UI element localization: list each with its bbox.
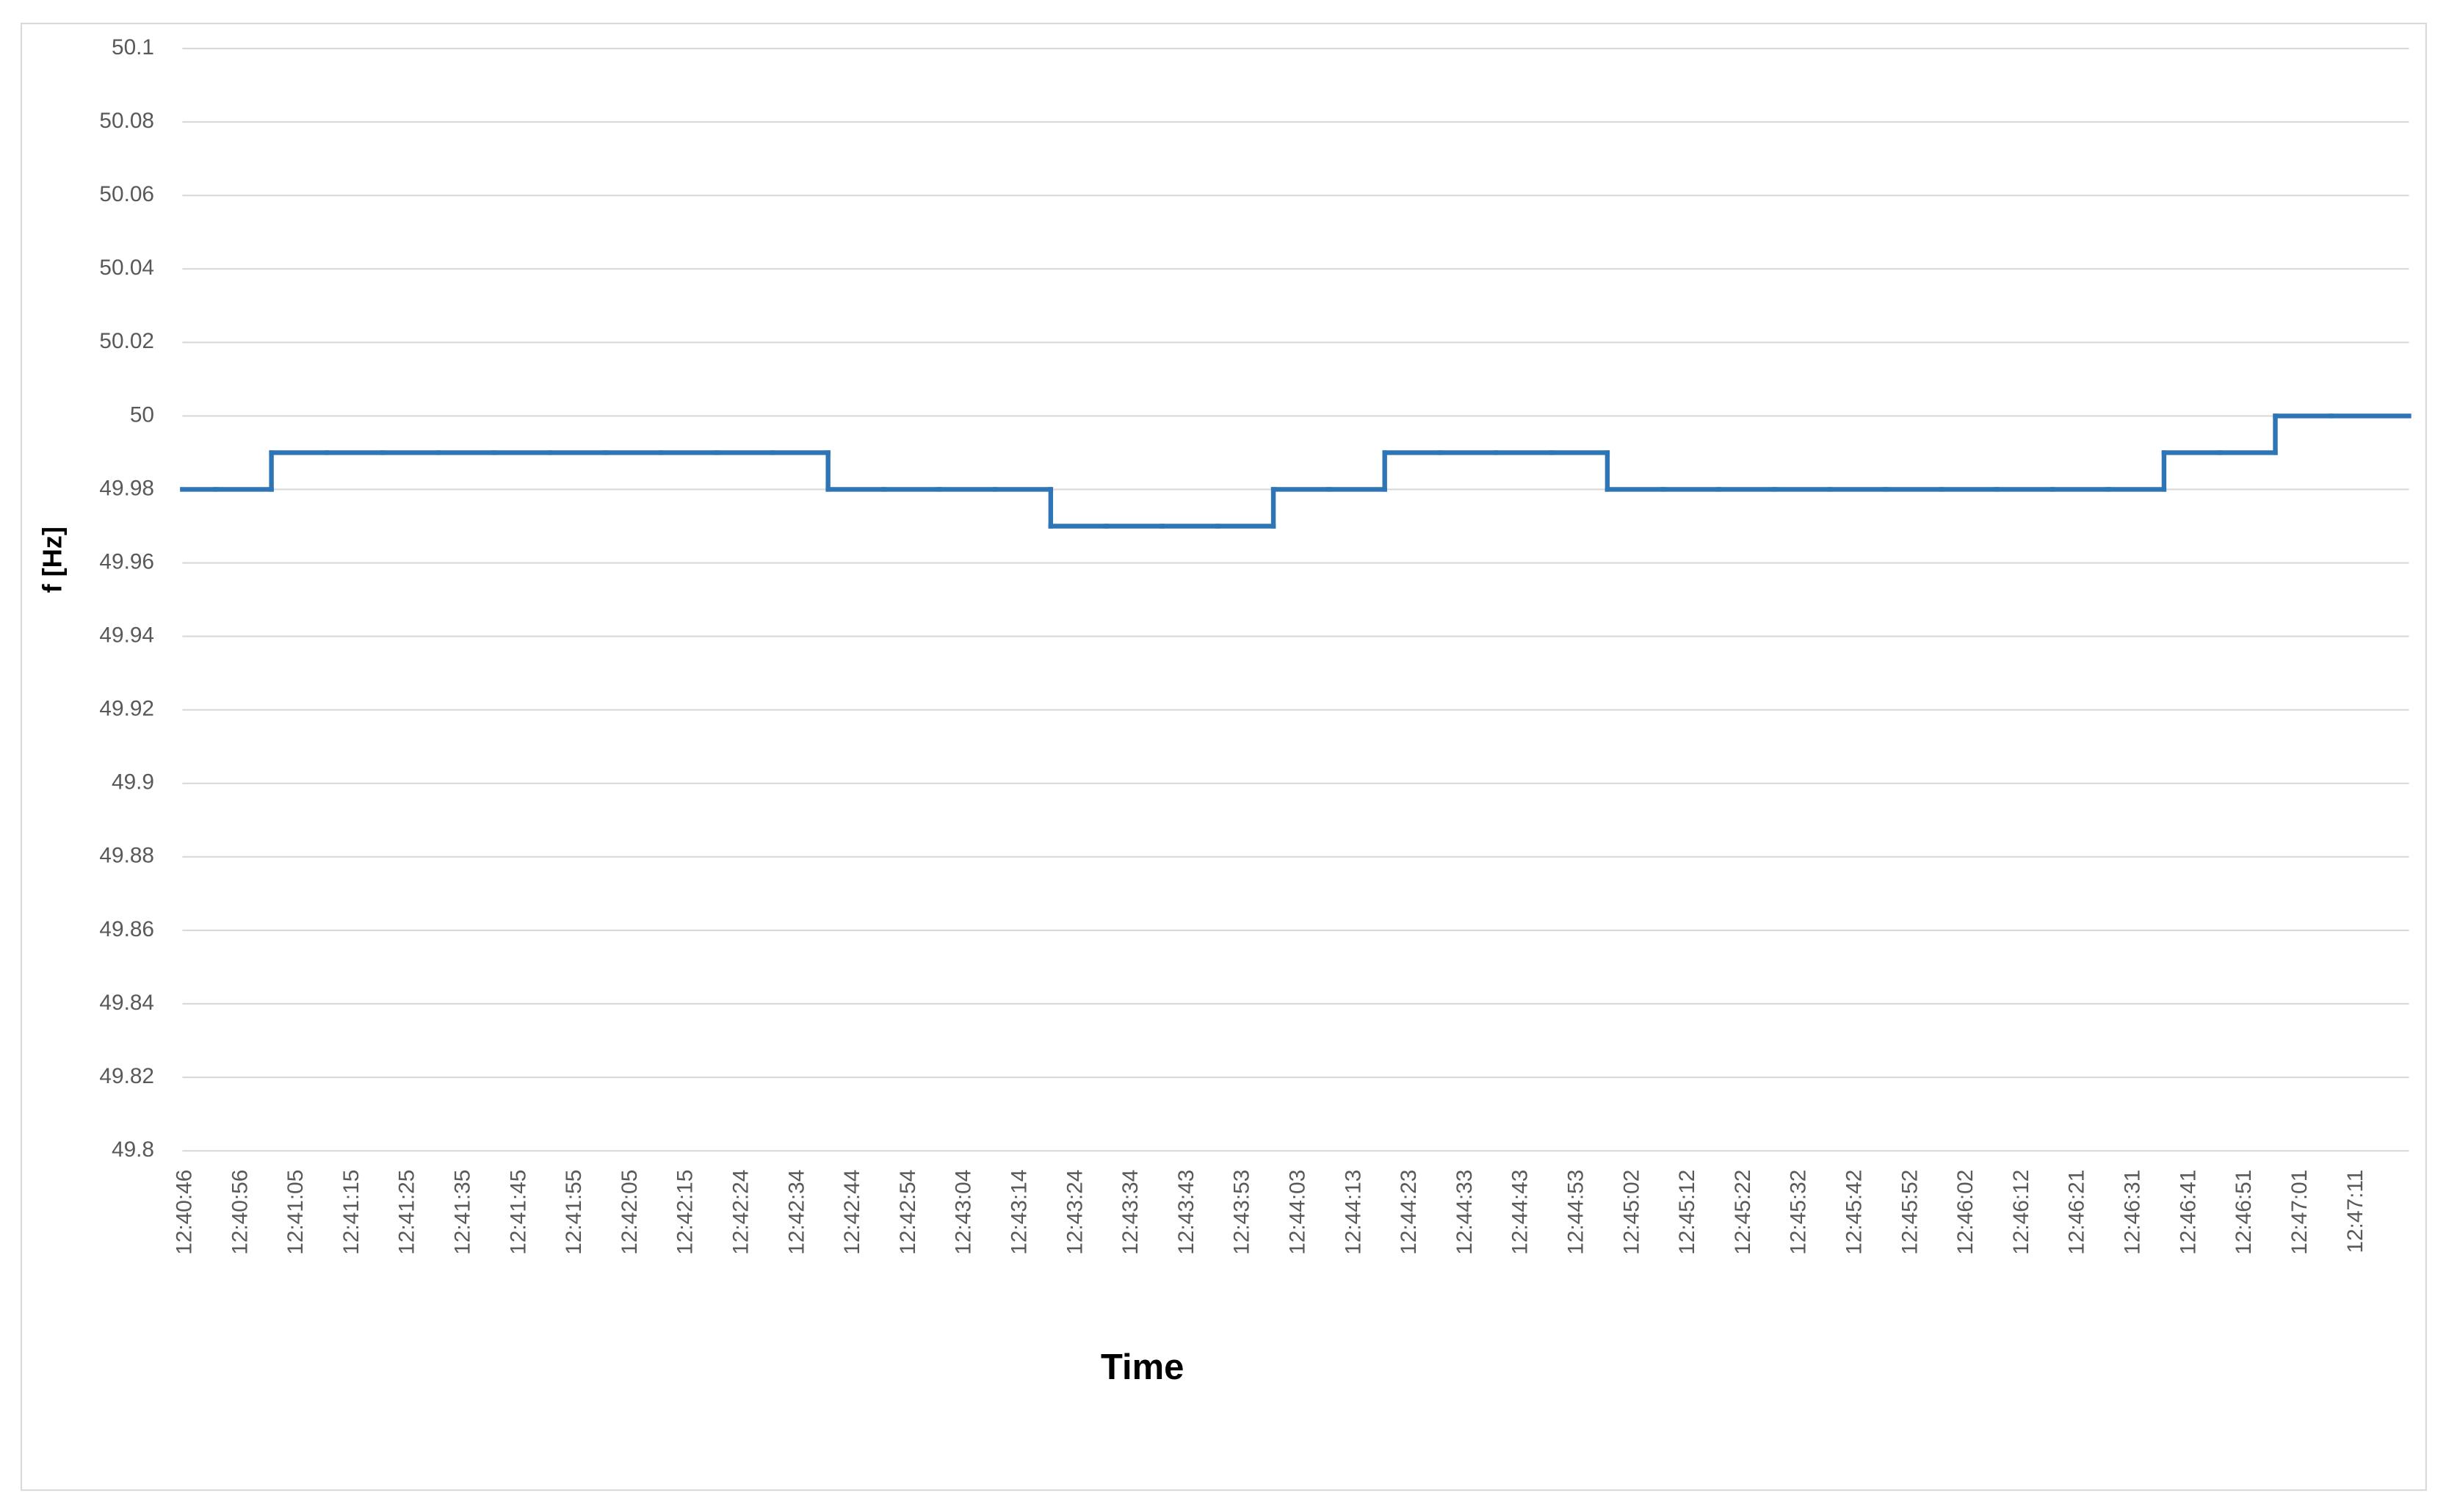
y-tick-label: 50.02	[99, 329, 154, 353]
y-tick-label: 49.82	[99, 1064, 154, 1088]
y-tick-label: 49.84	[99, 991, 154, 1015]
y-tick-label: 49.96	[99, 549, 154, 574]
y-tick-label: 49.88	[99, 844, 154, 868]
x-tick-label: 12:45:02	[1619, 1170, 1643, 1255]
y-tick-label: 50.1	[112, 35, 154, 59]
x-tick-label: 12:45:52	[1898, 1170, 1922, 1255]
y-tick-label: 49.94	[99, 623, 154, 647]
x-tick-label: 12:42:44	[840, 1170, 864, 1255]
x-tick-label: 12:42:05	[618, 1170, 642, 1255]
x-tick-label: 12:45:22	[1731, 1170, 1755, 1255]
x-tick-label: 12:40:46	[172, 1170, 196, 1255]
x-tick-label: 12:44:23	[1397, 1170, 1421, 1255]
y-tick-label: 50.06	[99, 182, 154, 206]
x-tick-label: 12:44:33	[1453, 1170, 1477, 1255]
x-tick-label: 12:43:04	[952, 1170, 976, 1255]
chart-border	[20, 22, 2427, 1491]
x-tick-label: 12:43:34	[1118, 1170, 1143, 1255]
y-tick-label: 49.92	[99, 697, 154, 721]
x-tick-label: 12:41:15	[339, 1170, 363, 1255]
y-tick-label: 49.8	[112, 1137, 154, 1162]
x-tick-label: 12:43:24	[1063, 1170, 1087, 1255]
x-tick-label: 12:46:51	[2232, 1170, 2256, 1255]
x-axis-title: Time	[1101, 1348, 1184, 1387]
plot-area	[180, 413, 2412, 529]
y-tick-label: 50.08	[99, 109, 154, 133]
x-tick-label: 12:43:53	[1230, 1170, 1254, 1255]
x-tick-label: 12:43:14	[1008, 1170, 1032, 1255]
x-tick-label: 12:46:31	[2121, 1170, 2145, 1255]
y-tick-label: 49.98	[99, 476, 154, 500]
x-tick-label: 12:45:32	[1787, 1170, 1811, 1255]
x-tick-label: 12:41:35	[450, 1170, 474, 1255]
x-tick-label: 12:44:13	[1341, 1170, 1365, 1255]
x-tick-label: 12:42:15	[673, 1170, 698, 1255]
y-tick-label: 49.9	[112, 770, 154, 795]
x-tick-label: 12:45:12	[1675, 1170, 1699, 1255]
y-tick-label: 49.86	[99, 917, 154, 941]
x-tick-label: 12:44:43	[1508, 1170, 1533, 1255]
y-tick-label: 50.04	[99, 256, 154, 280]
x-tick-label: 12:42:54	[896, 1170, 920, 1255]
x-tick-label: 12:40:56	[228, 1170, 252, 1255]
x-tick-label: 12:41:55	[562, 1170, 586, 1255]
x-tick-label: 12:47:01	[2287, 1170, 2312, 1255]
y-axis-title: f [Hz]	[37, 527, 67, 593]
x-tick-label: 12:47:11	[2343, 1170, 2367, 1254]
x-tick-label: 12:43:43	[1174, 1170, 1198, 1255]
x-tick-label: 12:46:02	[1953, 1170, 1978, 1255]
y-tick-label: 50	[130, 402, 154, 427]
x-tick-label: 12:44:03	[1286, 1170, 1310, 1255]
x-tick-label: 12:46:41	[2176, 1170, 2200, 1255]
x-tick-label: 12:41:05	[283, 1170, 308, 1255]
labels: 49.8 49.82 49.84 49.86 49.88 49.9 49.92 49.94 49…	[99, 35, 2367, 1255]
x-tick-label: 12:45:42	[1842, 1170, 1867, 1255]
x-tick-label: 12:41:45	[506, 1170, 530, 1255]
x-tick-label: 12:46:12	[2009, 1170, 2033, 1255]
x-tick-label: 12:42:24	[728, 1170, 753, 1255]
x-tick-label: 12:46:21	[2065, 1170, 2089, 1255]
x-tick-label: 12:42:34	[784, 1170, 809, 1255]
grid	[182, 47, 2409, 1152]
x-tick-label: 12:44:53	[1564, 1170, 1588, 1255]
x-tick-label: 12:41:25	[395, 1170, 419, 1255]
